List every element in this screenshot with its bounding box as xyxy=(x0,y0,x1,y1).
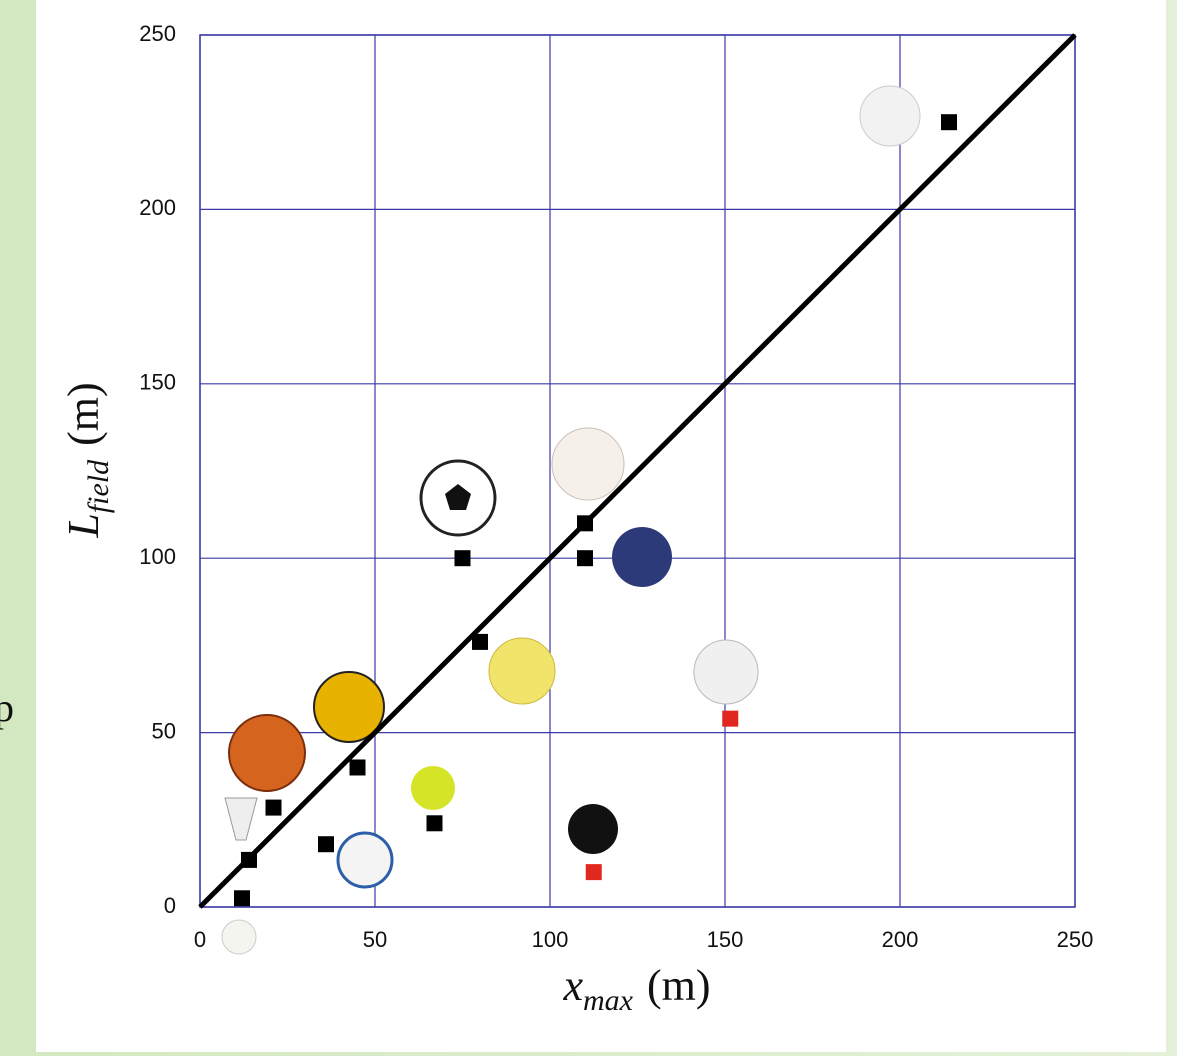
data-point xyxy=(350,759,366,775)
baseball xyxy=(552,428,624,500)
y-tick-label: 150 xyxy=(139,370,176,395)
x-tick-label: 50 xyxy=(363,927,387,952)
white-ball xyxy=(694,640,758,704)
x-label-unit: (m) xyxy=(647,961,711,1010)
data-point xyxy=(722,711,738,727)
y-tick-label: 50 xyxy=(152,718,176,743)
data-point xyxy=(455,550,471,566)
dark-ball xyxy=(612,527,672,587)
y-tick-label: 100 xyxy=(139,544,176,569)
x-tick-label: 100 xyxy=(532,927,569,952)
x-label-subscript: max xyxy=(583,984,634,1017)
softball xyxy=(489,638,555,704)
chart: p 0 50 100 150 200 250 0 50 100 150 200 250 xmax (m)… xyxy=(0,0,1177,1056)
x-label-symbol: x xyxy=(562,961,583,1010)
data-point xyxy=(472,634,488,650)
data-point xyxy=(577,515,593,531)
y-label-symbol: L xyxy=(59,513,108,538)
golf-ball xyxy=(860,86,920,146)
data-point xyxy=(586,864,602,880)
volleyball xyxy=(338,833,392,887)
panel xyxy=(36,0,1166,1052)
data-point xyxy=(241,852,257,868)
tennis-ball xyxy=(411,766,455,810)
ping-pong-ball xyxy=(222,920,256,954)
data-point xyxy=(941,114,957,130)
y-tick-label: 0 xyxy=(164,893,176,918)
data-point xyxy=(577,550,593,566)
data-point xyxy=(427,815,443,831)
x-tick-label: 250 xyxy=(1057,927,1094,952)
data-point xyxy=(318,836,334,852)
basketball xyxy=(229,715,305,791)
x-tick-label: 150 xyxy=(707,927,744,952)
x-tick-label: 0 xyxy=(194,927,206,952)
y-label-subscript: field xyxy=(82,459,115,513)
data-point xyxy=(234,890,250,906)
side-text: p xyxy=(0,685,14,730)
x-tick-label: 200 xyxy=(882,927,919,952)
page: {"chart_data": {"type": "scatter", "side… xyxy=(0,0,1177,1056)
y-tick-label: 200 xyxy=(139,195,176,220)
y-label-unit: (m) xyxy=(59,382,108,446)
squash-ball xyxy=(568,804,618,854)
data-point xyxy=(266,800,282,816)
y-tick-label: 250 xyxy=(139,21,176,46)
